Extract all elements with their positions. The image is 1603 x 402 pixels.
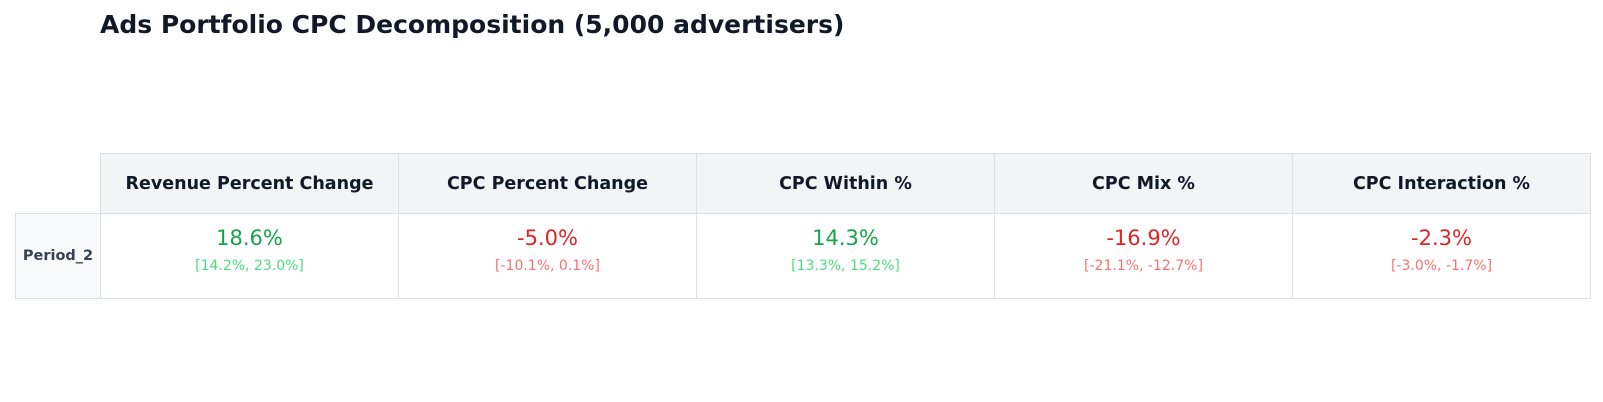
row-label: Period_2 [15,213,101,299]
table-cell: 14.3% [13.3%, 15.2%] [696,213,995,299]
column-header: Revenue Percent Change [100,153,399,214]
table-row: Period_2 18.6% [14.2%, 23.0%] -5.0% [-10.1%,… [15,213,1591,299]
confidence-interval: [-21.1%, -12.7%] [1084,258,1203,274]
confidence-interval: [14.2%, 23.0%] [195,258,304,274]
cell-value: -16.9% [1106,226,1181,250]
column-header: CPC Interaction % [1292,153,1591,214]
cell-value: -5.0% [517,226,578,250]
page-title: Ads Portfolio CPC Decomposition (5,000 a… [100,10,845,39]
table-cell: -16.9% [-21.1%, -12.7%] [994,213,1293,299]
header-row: Revenue Percent Change CPC Percent Chang… [15,153,1591,214]
confidence-interval: [13.3%, 15.2%] [791,258,900,274]
corner-cell [15,153,101,214]
table-cell: -5.0% [-10.1%, 0.1%] [398,213,697,299]
column-header: CPC Percent Change [398,153,697,214]
cell-value: -2.3% [1411,226,1472,250]
column-header: CPC Mix % [994,153,1293,214]
confidence-interval: [-3.0%, -1.7%] [1390,258,1493,274]
cell-value: 14.3% [812,226,879,250]
confidence-interval: [-10.1%, 0.1%] [495,258,600,274]
cell-value: 18.6% [216,226,283,250]
table-cell: 18.6% [14.2%, 23.0%] [100,213,399,299]
decomposition-table: Revenue Percent Change CPC Percent Chang… [15,153,1591,299]
table-cell: -2.3% [-3.0%, -1.7%] [1292,213,1591,299]
column-header: CPC Within % [696,153,995,214]
